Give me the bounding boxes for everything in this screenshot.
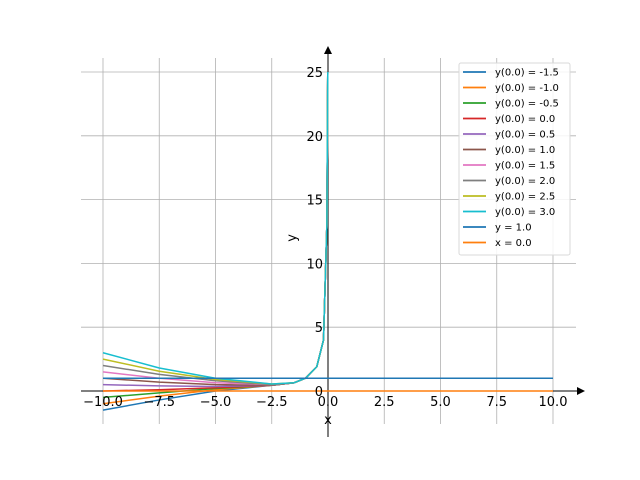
x-tick-label: 0.0 (318, 395, 339, 410)
y-axis-label: y (285, 234, 300, 242)
x-tick-label: 2.5 (374, 395, 395, 410)
x-tick-label: −5.0 (200, 395, 232, 410)
y-tick-label: 5 (315, 321, 323, 336)
y-tick-label: 0 (315, 385, 323, 400)
legend-entry-label: y(0.0) = -1.0 (495, 83, 559, 94)
legend-entry-label: y(0.0) = 0.5 (495, 130, 555, 141)
legend-entry-label: y(0.0) = -0.5 (495, 99, 559, 110)
legend-entry-label: y(0.0) = 2.0 (495, 176, 555, 187)
x-tick-label: −10.0 (83, 395, 123, 410)
y-tick-label: 20 (306, 130, 323, 145)
x-tick-label: 7.5 (486, 395, 507, 410)
y-tick-label: 15 (306, 194, 323, 209)
legend-entry-label: x = 0.0 (495, 238, 532, 249)
x-tick-label: −2.5 (256, 395, 288, 410)
x-tick-label: 10.0 (539, 395, 568, 410)
x-axis-arrowhead (577, 387, 585, 395)
y-tick-label: 25 (306, 66, 323, 81)
legend-entry-label: y(0.0) = 2.5 (495, 192, 555, 203)
legend-frame (458, 62, 571, 256)
legend-entry-label: y(0.0) = 0.0 (495, 114, 555, 125)
legend-entry-label: y(0.0) = 1.5 (495, 161, 555, 172)
legend-entry-label: y(0.0) = 3.0 (495, 207, 555, 218)
legend-entry-label: y(0.0) = 1.0 (495, 145, 555, 156)
y-axis-arrowhead (324, 46, 332, 54)
x-axis-label: x (324, 413, 332, 428)
series-line-9 (102, 71, 329, 385)
legend: y(0.0) = -1.5 y(0.0) = -1.0 y(0.0) = -0.5 y… (458, 62, 571, 256)
x-tick-label: −7.5 (143, 395, 175, 410)
tick-labels: −10.0 −7.5 −5.0 −2.5 0.0 2.5 5.0 7.5 10.0 0 5 10 15 2… (83, 66, 567, 410)
y-tick-label: 10 (306, 257, 323, 272)
series-lines (102, 71, 553, 411)
legend-entry-label: y = 1.0 (495, 223, 532, 234)
x-tick-label: 5.0 (430, 395, 451, 410)
legend-entry-label: y(0.0) = -1.5 (495, 68, 559, 79)
